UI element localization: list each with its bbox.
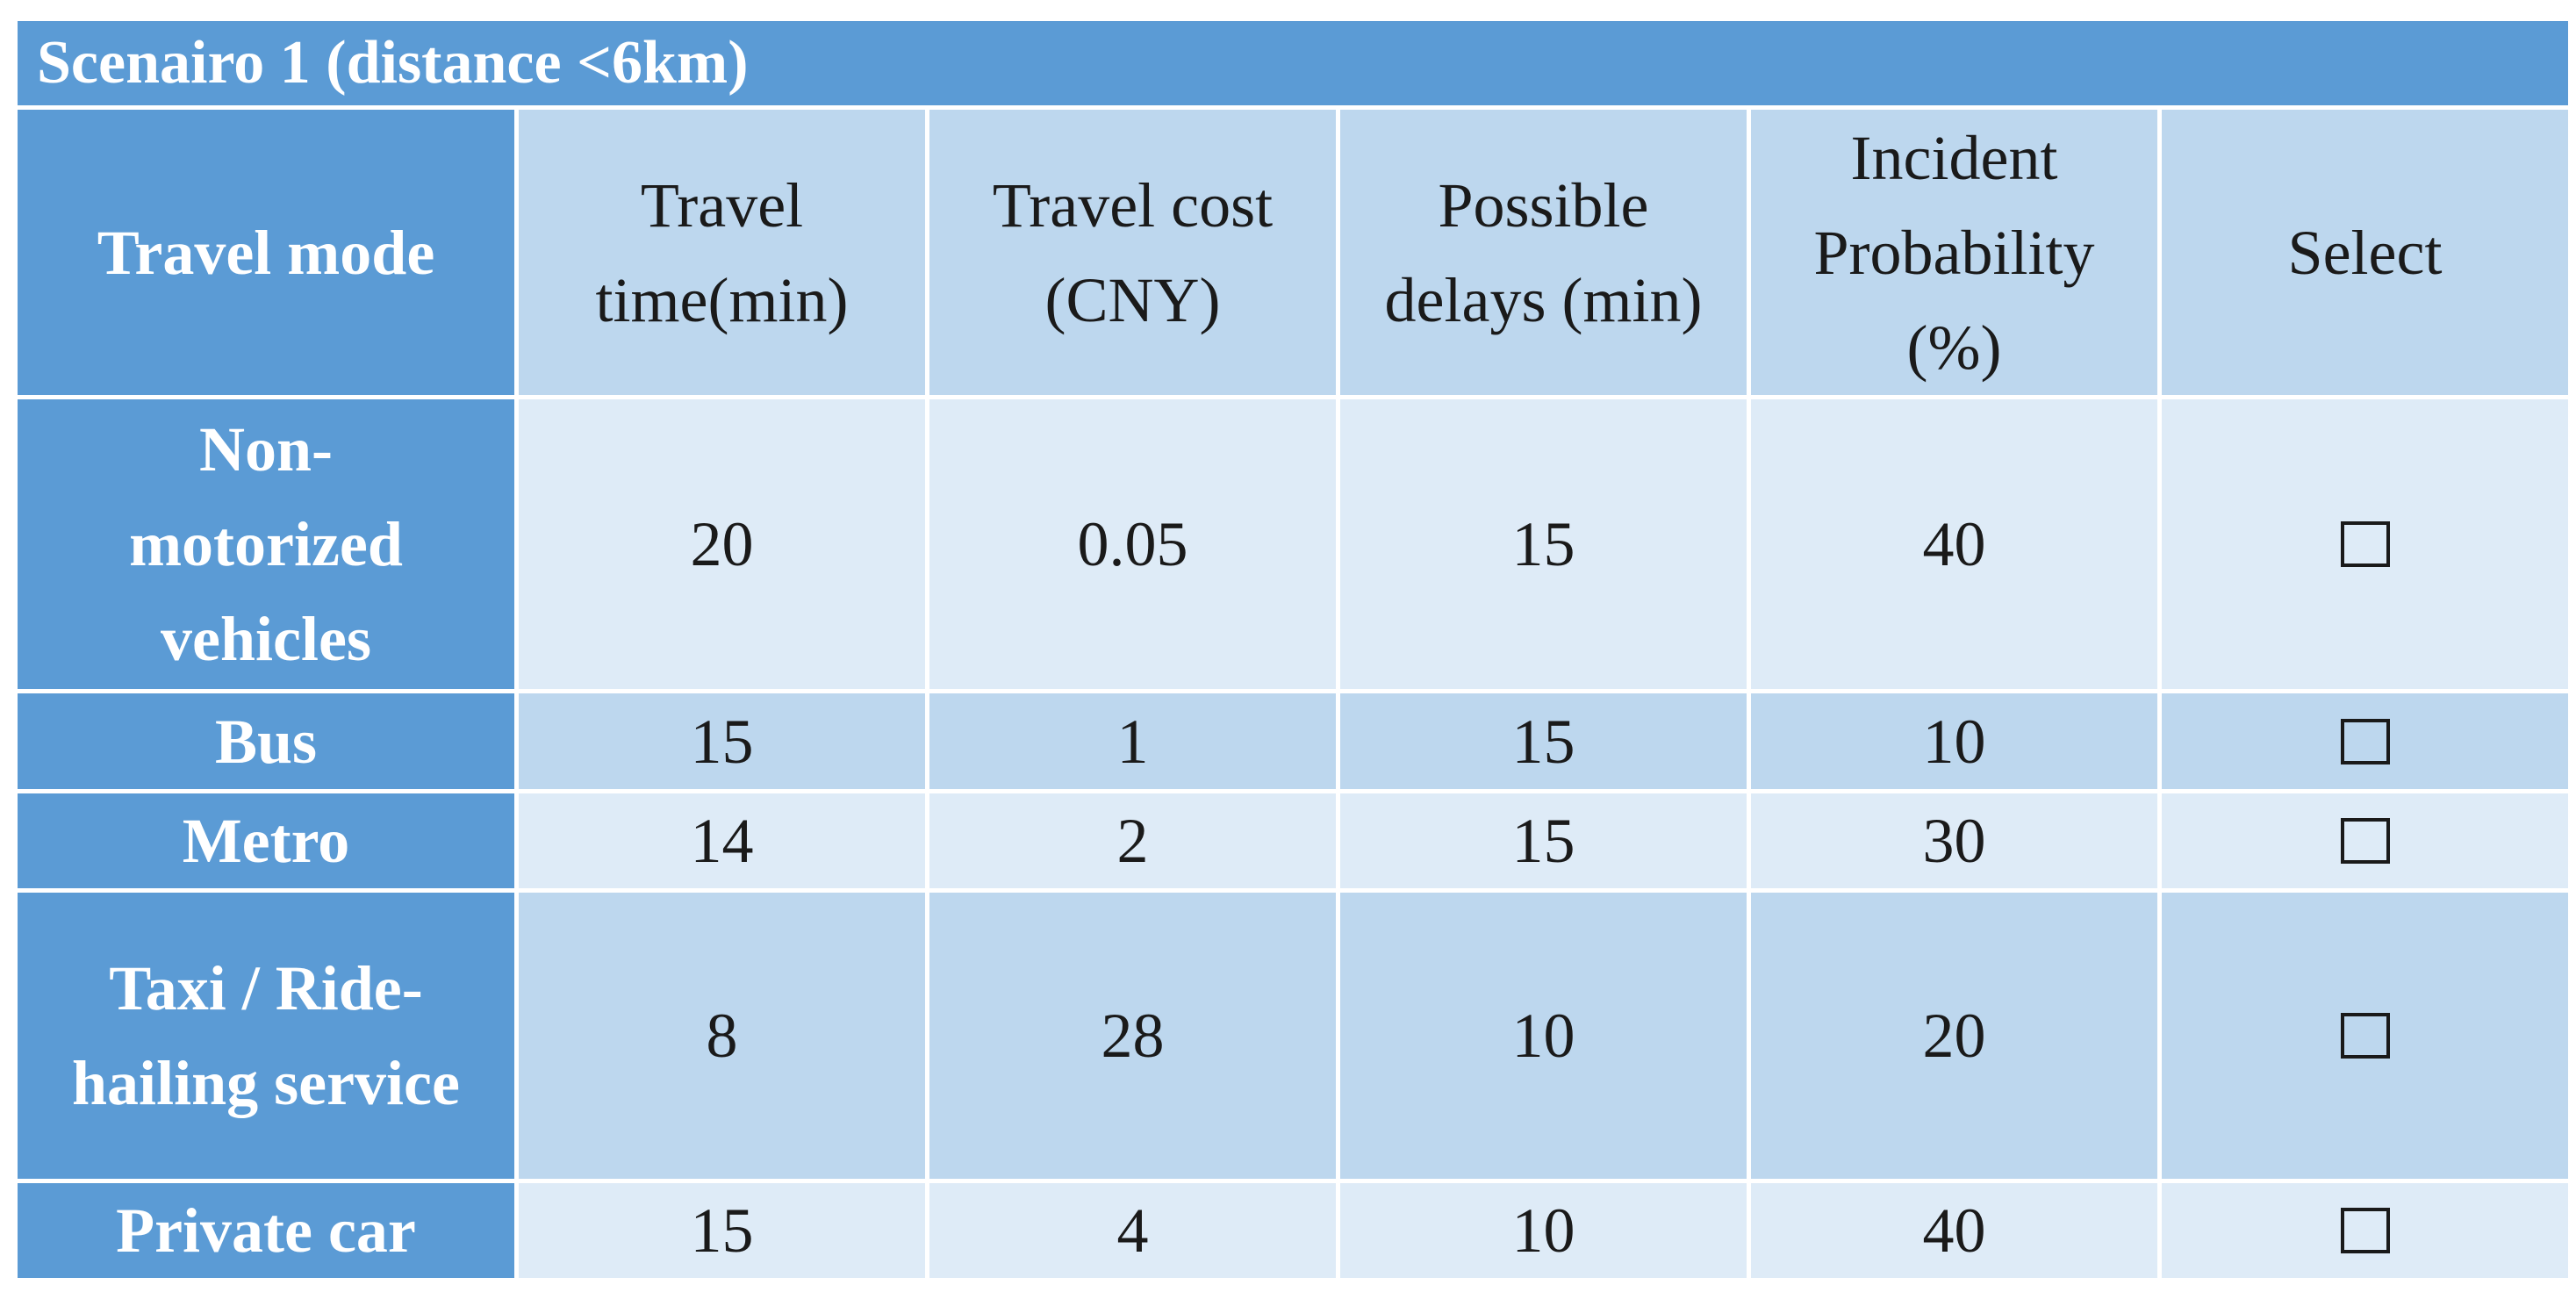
cell: 15 xyxy=(1336,689,1751,793)
select-cell xyxy=(2156,689,2573,793)
header-cell: Travel time(min) xyxy=(514,105,929,399)
cell: 0.05 xyxy=(925,395,1340,693)
select-cell xyxy=(2156,1179,2573,1282)
title-row: Scenairo 1 (distance <6km) xyxy=(12,17,2573,110)
row-header: Bus xyxy=(13,689,519,793)
checkbox[interactable] xyxy=(2340,521,2390,568)
cell: 10 xyxy=(1747,689,2162,793)
checkbox[interactable] xyxy=(2340,818,2390,865)
header-cell: Incident Probability (%) xyxy=(1747,105,2162,399)
header-cell: Travel mode xyxy=(13,105,519,399)
table-row: Private car 15 4 10 40 xyxy=(13,1179,2573,1282)
checkbox[interactable] xyxy=(2340,1208,2390,1254)
cell: 4 xyxy=(925,1179,1340,1282)
cell: 30 xyxy=(1747,789,2162,893)
cell: 2 xyxy=(925,789,1340,893)
table-row: Taxi / Ride-hailing service 8 28 10 20 xyxy=(13,888,2573,1183)
table-row: Metro 14 2 15 30 xyxy=(13,789,2573,893)
select-cell xyxy=(2156,888,2573,1183)
row-header: Metro xyxy=(13,789,519,893)
header-row: Travel mode Travel time(min) Travel cost (… xyxy=(13,105,2573,399)
table-title: Scenairo 1 (distance <6km) xyxy=(12,17,2573,110)
cell: 10 xyxy=(1336,888,1751,1183)
row-header: Private car xyxy=(13,1179,519,1282)
cell: 15 xyxy=(1336,395,1751,693)
table: Scenairo 1 (distance <6km) Travel mode Tr… xyxy=(12,17,2573,1282)
checkbox[interactable] xyxy=(2340,718,2390,764)
cell: 15 xyxy=(514,689,929,793)
checkbox[interactable] xyxy=(2340,1013,2390,1059)
header-cell: Travel cost (CNY) xyxy=(925,105,1340,399)
header-cell: Select xyxy=(2156,105,2573,399)
select-cell xyxy=(2156,789,2573,893)
table-row: Bus 15 1 15 10 xyxy=(13,689,2573,793)
cell: 15 xyxy=(1336,789,1751,893)
cell: 40 xyxy=(1747,1179,2162,1282)
cell: 40 xyxy=(1747,395,2162,693)
cell: 14 xyxy=(514,789,929,893)
table-row: Non-motorized vehicles 20 0.05 15 40 xyxy=(13,395,2573,693)
table-container: Scenairo 1 (distance <6km) Travel mode Tr… xyxy=(12,17,2573,1282)
cell: 15 xyxy=(514,1179,929,1282)
cell: 10 xyxy=(1336,1179,1751,1282)
cell: 20 xyxy=(514,395,929,693)
row-header: Taxi / Ride-hailing service xyxy=(13,888,519,1183)
cell: 20 xyxy=(1747,888,2162,1183)
select-cell xyxy=(2156,395,2573,693)
header-cell: Possible delays (min) xyxy=(1336,105,1751,399)
row-header: Non-motorized vehicles xyxy=(13,395,519,693)
cell: 28 xyxy=(925,888,1340,1183)
cell: 8 xyxy=(514,888,929,1183)
cell: 1 xyxy=(925,689,1340,793)
